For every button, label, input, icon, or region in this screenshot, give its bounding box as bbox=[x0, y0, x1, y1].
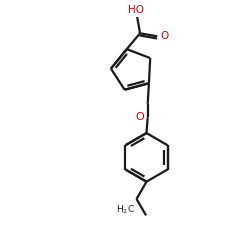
Text: HO: HO bbox=[128, 5, 144, 15]
Text: O: O bbox=[136, 112, 144, 122]
Text: H$_2$C: H$_2$C bbox=[116, 203, 135, 216]
Text: O: O bbox=[160, 31, 168, 41]
